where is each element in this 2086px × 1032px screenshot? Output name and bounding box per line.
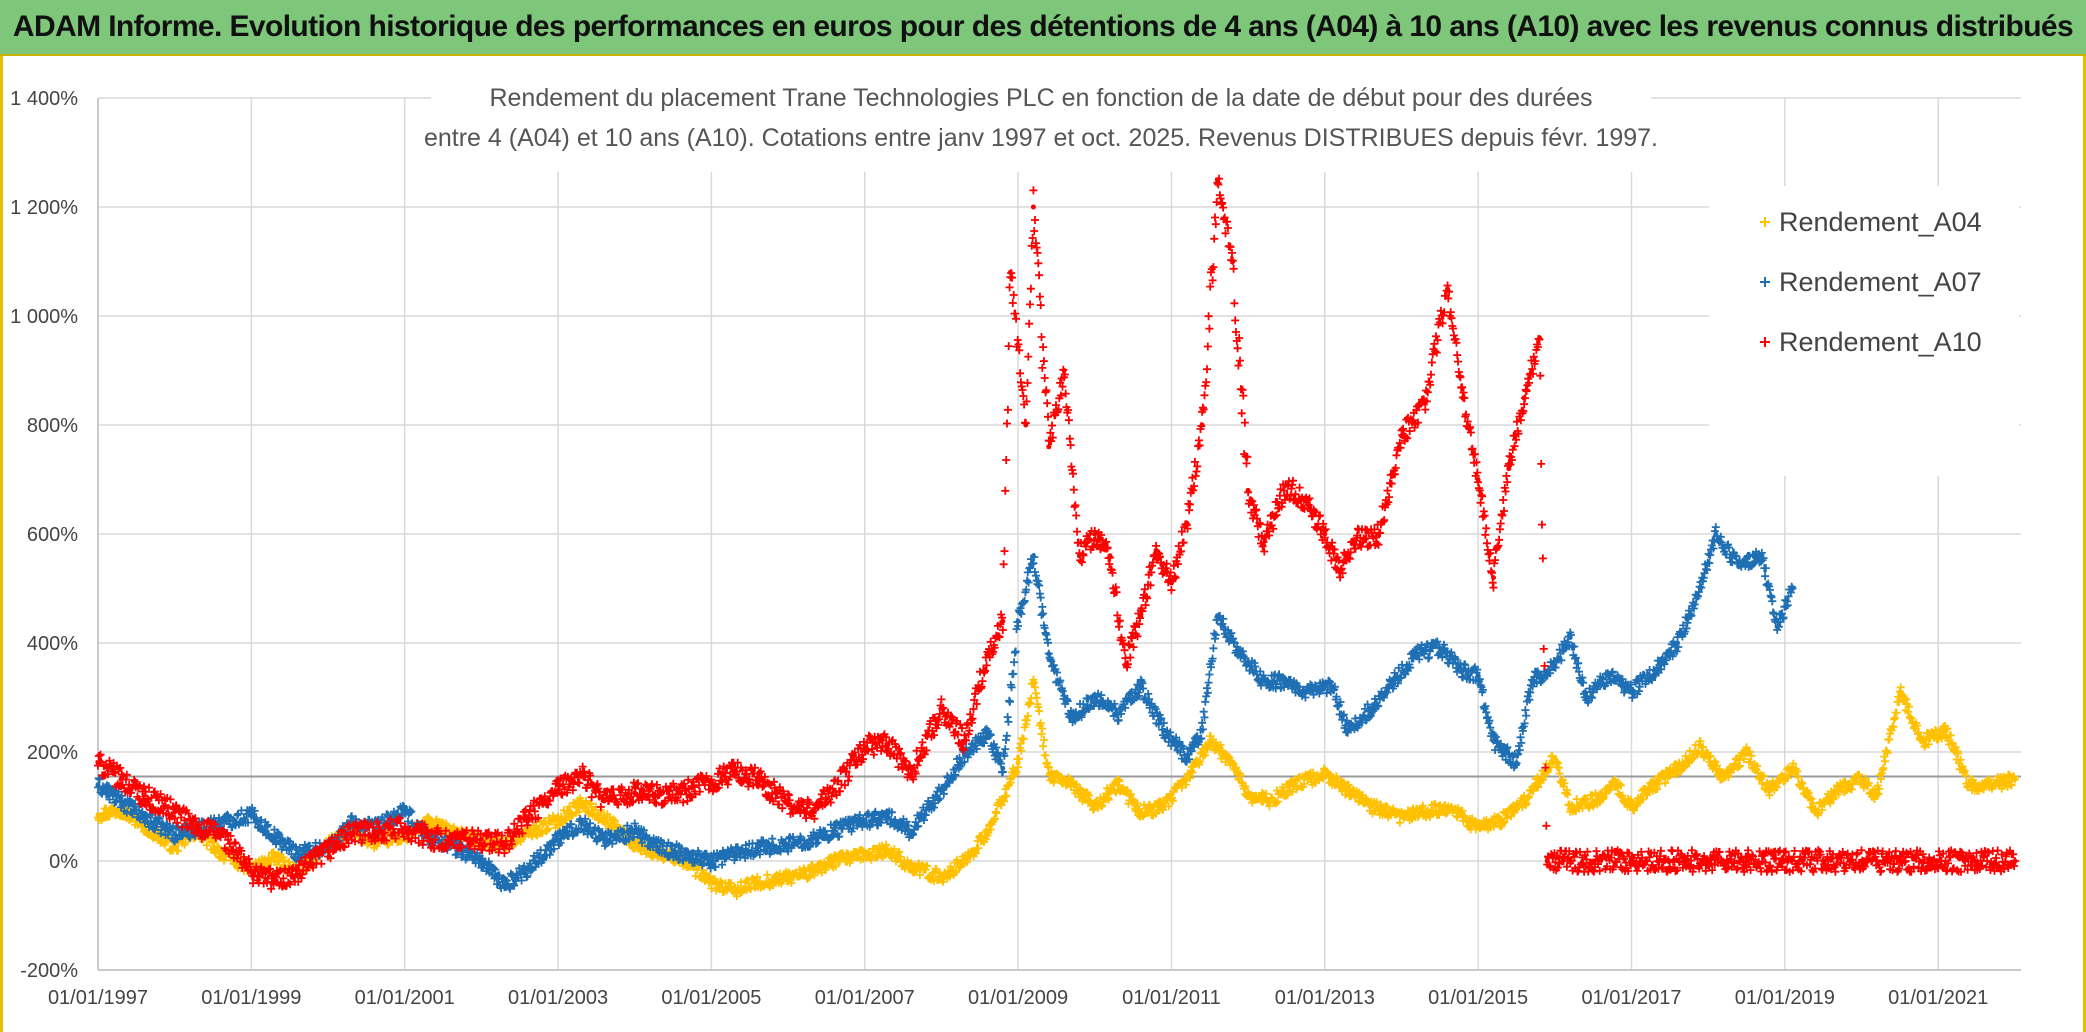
chart-frame: -200% 0% 200% 400% 600% 800% 1 000% 1 200% 1 400… bbox=[0, 56, 2086, 1032]
legend-marker-icon bbox=[1760, 337, 1770, 347]
y-tick-label: 1 200% bbox=[10, 197, 78, 219]
x-tick-label: 01/01/2013 bbox=[1275, 987, 1375, 1009]
y-tick-label: 0% bbox=[49, 851, 78, 873]
data-point-Rendement_A10-39 bbox=[1030, 204, 1036, 210]
x-tick-label: 01/01/1997 bbox=[48, 987, 148, 1009]
x-tick-label: 01/01/2017 bbox=[1581, 987, 1681, 1009]
y-tick-label: -200% bbox=[20, 960, 78, 982]
y-tick-label: 1 400% bbox=[10, 88, 78, 110]
report-banner: ADAM Informe. Evolution historique des p… bbox=[0, 0, 2086, 56]
y-tick-labels: -200% 0% 200% 400% 600% 800% 1 000% 1 200% 1 400… bbox=[10, 88, 78, 982]
x-tick-label: 01/01/2015 bbox=[1428, 987, 1528, 1009]
chart-title-line1: Rendement du placement Trane Technologie… bbox=[489, 84, 1592, 112]
x-tick-label: 01/01/2021 bbox=[1888, 987, 1988, 1009]
x-tick-label: 01/01/2001 bbox=[355, 987, 455, 1009]
legend-item-Rendement_A10: Rendement_A10 bbox=[1760, 327, 1982, 357]
y-tick-label: 400% bbox=[27, 633, 78, 655]
x-tick-label: 01/01/1999 bbox=[201, 987, 301, 1009]
y-tick-label: 800% bbox=[27, 415, 78, 437]
x-tick-label: 01/01/2009 bbox=[968, 987, 1068, 1009]
x-tick-label: 01/01/2019 bbox=[1735, 987, 1835, 1009]
legend-label: Rendement_A10 bbox=[1779, 327, 1982, 357]
marker-cloud-Rendement_A07 bbox=[94, 523, 1797, 893]
chart-title-line2: entre 4 (A04) et 10 ans (A10). Cotations… bbox=[424, 124, 1658, 152]
legend-item-Rendement_A07: Rendement_A07 bbox=[1760, 267, 1982, 297]
x-tick-label: 01/01/2011 bbox=[1122, 987, 1221, 1009]
y-tick-label: 600% bbox=[27, 524, 78, 546]
series-layer bbox=[94, 174, 2019, 901]
legend-marker-icon bbox=[1760, 217, 1770, 227]
y-tick-label: 1 000% bbox=[10, 306, 78, 328]
series-Rendement_A07 bbox=[94, 523, 1797, 893]
data-point-Rendement_A10-40 bbox=[1046, 444, 1052, 450]
series-Rendement_A04 bbox=[94, 675, 2019, 901]
legend-item-Rendement_A04: Rendement_A04 bbox=[1760, 207, 1982, 237]
title-background bbox=[431, 60, 1651, 172]
legend-label: Rendement_A04 bbox=[1779, 207, 1982, 237]
marker-cloud-Rendement_A10 bbox=[94, 174, 2019, 893]
x-tick-label: 01/01/2005 bbox=[661, 987, 761, 1009]
legend-marker-icon bbox=[1760, 277, 1770, 287]
x-tick-label: 01/01/2003 bbox=[508, 987, 608, 1009]
x-tick-label: 01/01/2007 bbox=[815, 987, 915, 1009]
series-Rendement_A10 bbox=[94, 174, 2019, 893]
y-tick-label: 200% bbox=[27, 742, 78, 764]
legend-background bbox=[1709, 186, 2019, 476]
x-tick-labels: 01/01/1997 01/01/1999 01/01/2001 01/01/2003… bbox=[48, 987, 1988, 1009]
banner-title: ADAM Informe. Evolution historique des p… bbox=[12, 10, 2074, 43]
performance-chart: -200% 0% 200% 400% 600% 800% 1 000% 1 200% 1 400… bbox=[10, 60, 2021, 1009]
legend-label: Rendement_A07 bbox=[1779, 267, 1982, 297]
chart-legend: Rendement_A04 Rendement_A07 Rendement_A10 bbox=[1709, 186, 2019, 476]
